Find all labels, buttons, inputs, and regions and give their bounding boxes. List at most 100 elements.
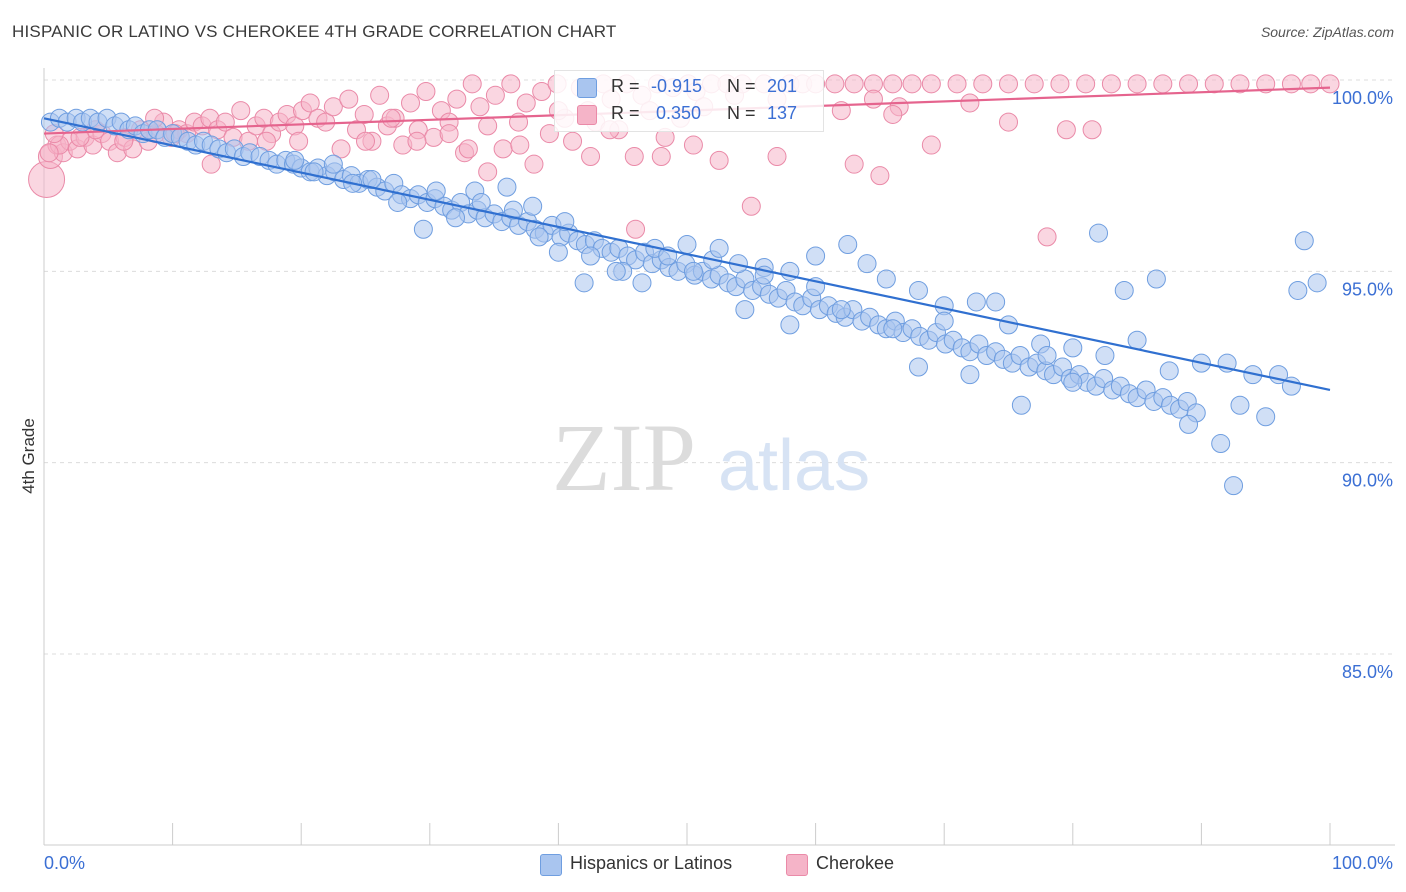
cherokee-point — [416, 81, 436, 101]
y-tick-label: 100.0% — [1332, 88, 1393, 108]
hispanics-point — [606, 261, 626, 281]
hispanics-point — [960, 365, 980, 385]
cherokee-point — [1037, 227, 1057, 247]
cherokee-point — [458, 139, 478, 159]
hispanics-point — [735, 300, 755, 320]
hispanics-point — [934, 311, 954, 331]
cherokee-point — [356, 131, 375, 151]
cherokee-point — [39, 143, 59, 163]
chart-title: HISPANIC OR LATINO VS CHEROKEE 4TH GRADE… — [12, 22, 617, 41]
cherokee-point — [1056, 120, 1076, 140]
legend-swatch-cherokee — [577, 105, 597, 125]
cherokee-point — [741, 196, 761, 216]
y-tick-label: 85.0% — [1342, 662, 1393, 682]
hispanics-point — [1288, 280, 1308, 300]
hispanics-point — [1307, 273, 1327, 293]
cherokee-point — [581, 147, 601, 167]
cherokee-point — [1230, 74, 1250, 94]
legend-label-hispanics: Hispanics or Latinos — [570, 853, 733, 873]
cherokee-point — [651, 147, 671, 167]
cherokee-point — [1050, 74, 1070, 94]
cherokee-point — [501, 74, 521, 94]
hispanics-point — [908, 280, 928, 300]
legend-r-label: R = — [611, 103, 640, 123]
cherokee-point — [354, 104, 374, 124]
cherokee-point — [870, 166, 890, 186]
legend-swatch-cherokee — [786, 854, 808, 876]
hispanics-point — [1095, 346, 1115, 366]
hispanics-point — [581, 246, 601, 266]
cherokee-point — [201, 154, 221, 174]
cherokee-point — [1179, 74, 1199, 94]
cherokee-point — [339, 89, 359, 109]
hispanics-point — [1294, 231, 1314, 251]
legend-n-value-cherokee: 137 — [767, 103, 798, 123]
cherokee-point — [921, 135, 941, 155]
watermark-zip: ZIP — [552, 404, 696, 511]
cherokee-point — [331, 139, 351, 159]
cherokee-point — [844, 154, 864, 174]
hispanics-point — [1211, 434, 1231, 454]
hispanics-point — [780, 315, 800, 335]
cherokee-point — [401, 93, 421, 113]
cherokee-point — [844, 74, 864, 94]
cherokee-point — [478, 116, 498, 136]
cherokee-point — [1101, 74, 1121, 94]
hispanics-point — [986, 292, 1006, 312]
legend-n-label: N = — [727, 103, 756, 123]
cherokee-point — [1153, 74, 1173, 94]
cherokee-point — [478, 162, 498, 182]
hispanics-point — [1224, 476, 1244, 496]
cherokee-point — [493, 139, 513, 159]
cherokee-point — [323, 97, 343, 117]
cherokee-point — [516, 93, 536, 113]
cherokee-point — [624, 147, 644, 167]
y-tick-label: 90.0% — [1342, 471, 1393, 491]
hispanics-point — [883, 319, 903, 339]
cherokee-point — [439, 124, 459, 144]
cherokee-point — [902, 74, 922, 94]
series-legend: Hispanics or Latinos Cherokee — [0, 852, 1406, 878]
cherokee-point — [407, 131, 427, 151]
hispanics-point — [529, 227, 549, 247]
hispanics-point — [709, 238, 729, 258]
legend-r-label: R = — [611, 76, 640, 96]
cherokee-point — [973, 74, 993, 94]
legend-r-value-cherokee: 0.350 — [651, 103, 702, 123]
hispanics-point — [966, 292, 986, 312]
hispanics-point — [632, 273, 652, 293]
hispanics-point — [285, 150, 305, 170]
hispanics-point — [1114, 280, 1134, 300]
y-tick-label: 95.0% — [1342, 279, 1393, 299]
hispanics-point — [1159, 361, 1179, 381]
x-tick-label: 100.0% — [1332, 853, 1393, 873]
legend-n-value-hispanics: 201 — [767, 76, 798, 96]
cherokee-point — [1127, 74, 1147, 94]
cherokee-point — [231, 101, 251, 121]
cherokee-point — [524, 154, 544, 174]
cherokee-point — [883, 74, 903, 94]
cherokee-point — [1204, 74, 1224, 94]
legend-label-cherokee: Cherokee — [816, 853, 895, 873]
cherokee-point — [1082, 120, 1102, 140]
hispanics-point — [1063, 338, 1083, 358]
cherokee-point — [470, 97, 490, 117]
watermark-atlas: atlas — [718, 426, 870, 506]
cherokee-point — [316, 112, 336, 132]
hispanics-point — [388, 192, 408, 212]
cherokee-point — [1024, 74, 1044, 94]
cherokee-point — [825, 74, 845, 94]
cherokee-point — [1076, 74, 1096, 94]
cherokee-point — [370, 85, 390, 105]
correlation-legend: R = -0.915 N = 201 R = 0.350 N = 137 — [554, 70, 824, 132]
cherokee-point — [447, 89, 467, 109]
hispanics-point — [1230, 395, 1250, 415]
hispanics-point — [1256, 407, 1276, 427]
hispanics-trend-line — [43, 117, 1331, 392]
y-axis-label: 4th Grade — [19, 418, 38, 494]
cherokee-point — [485, 85, 505, 105]
hispanics-point — [876, 269, 896, 289]
cherokee-point — [510, 135, 530, 155]
cherokee-point — [300, 93, 320, 113]
